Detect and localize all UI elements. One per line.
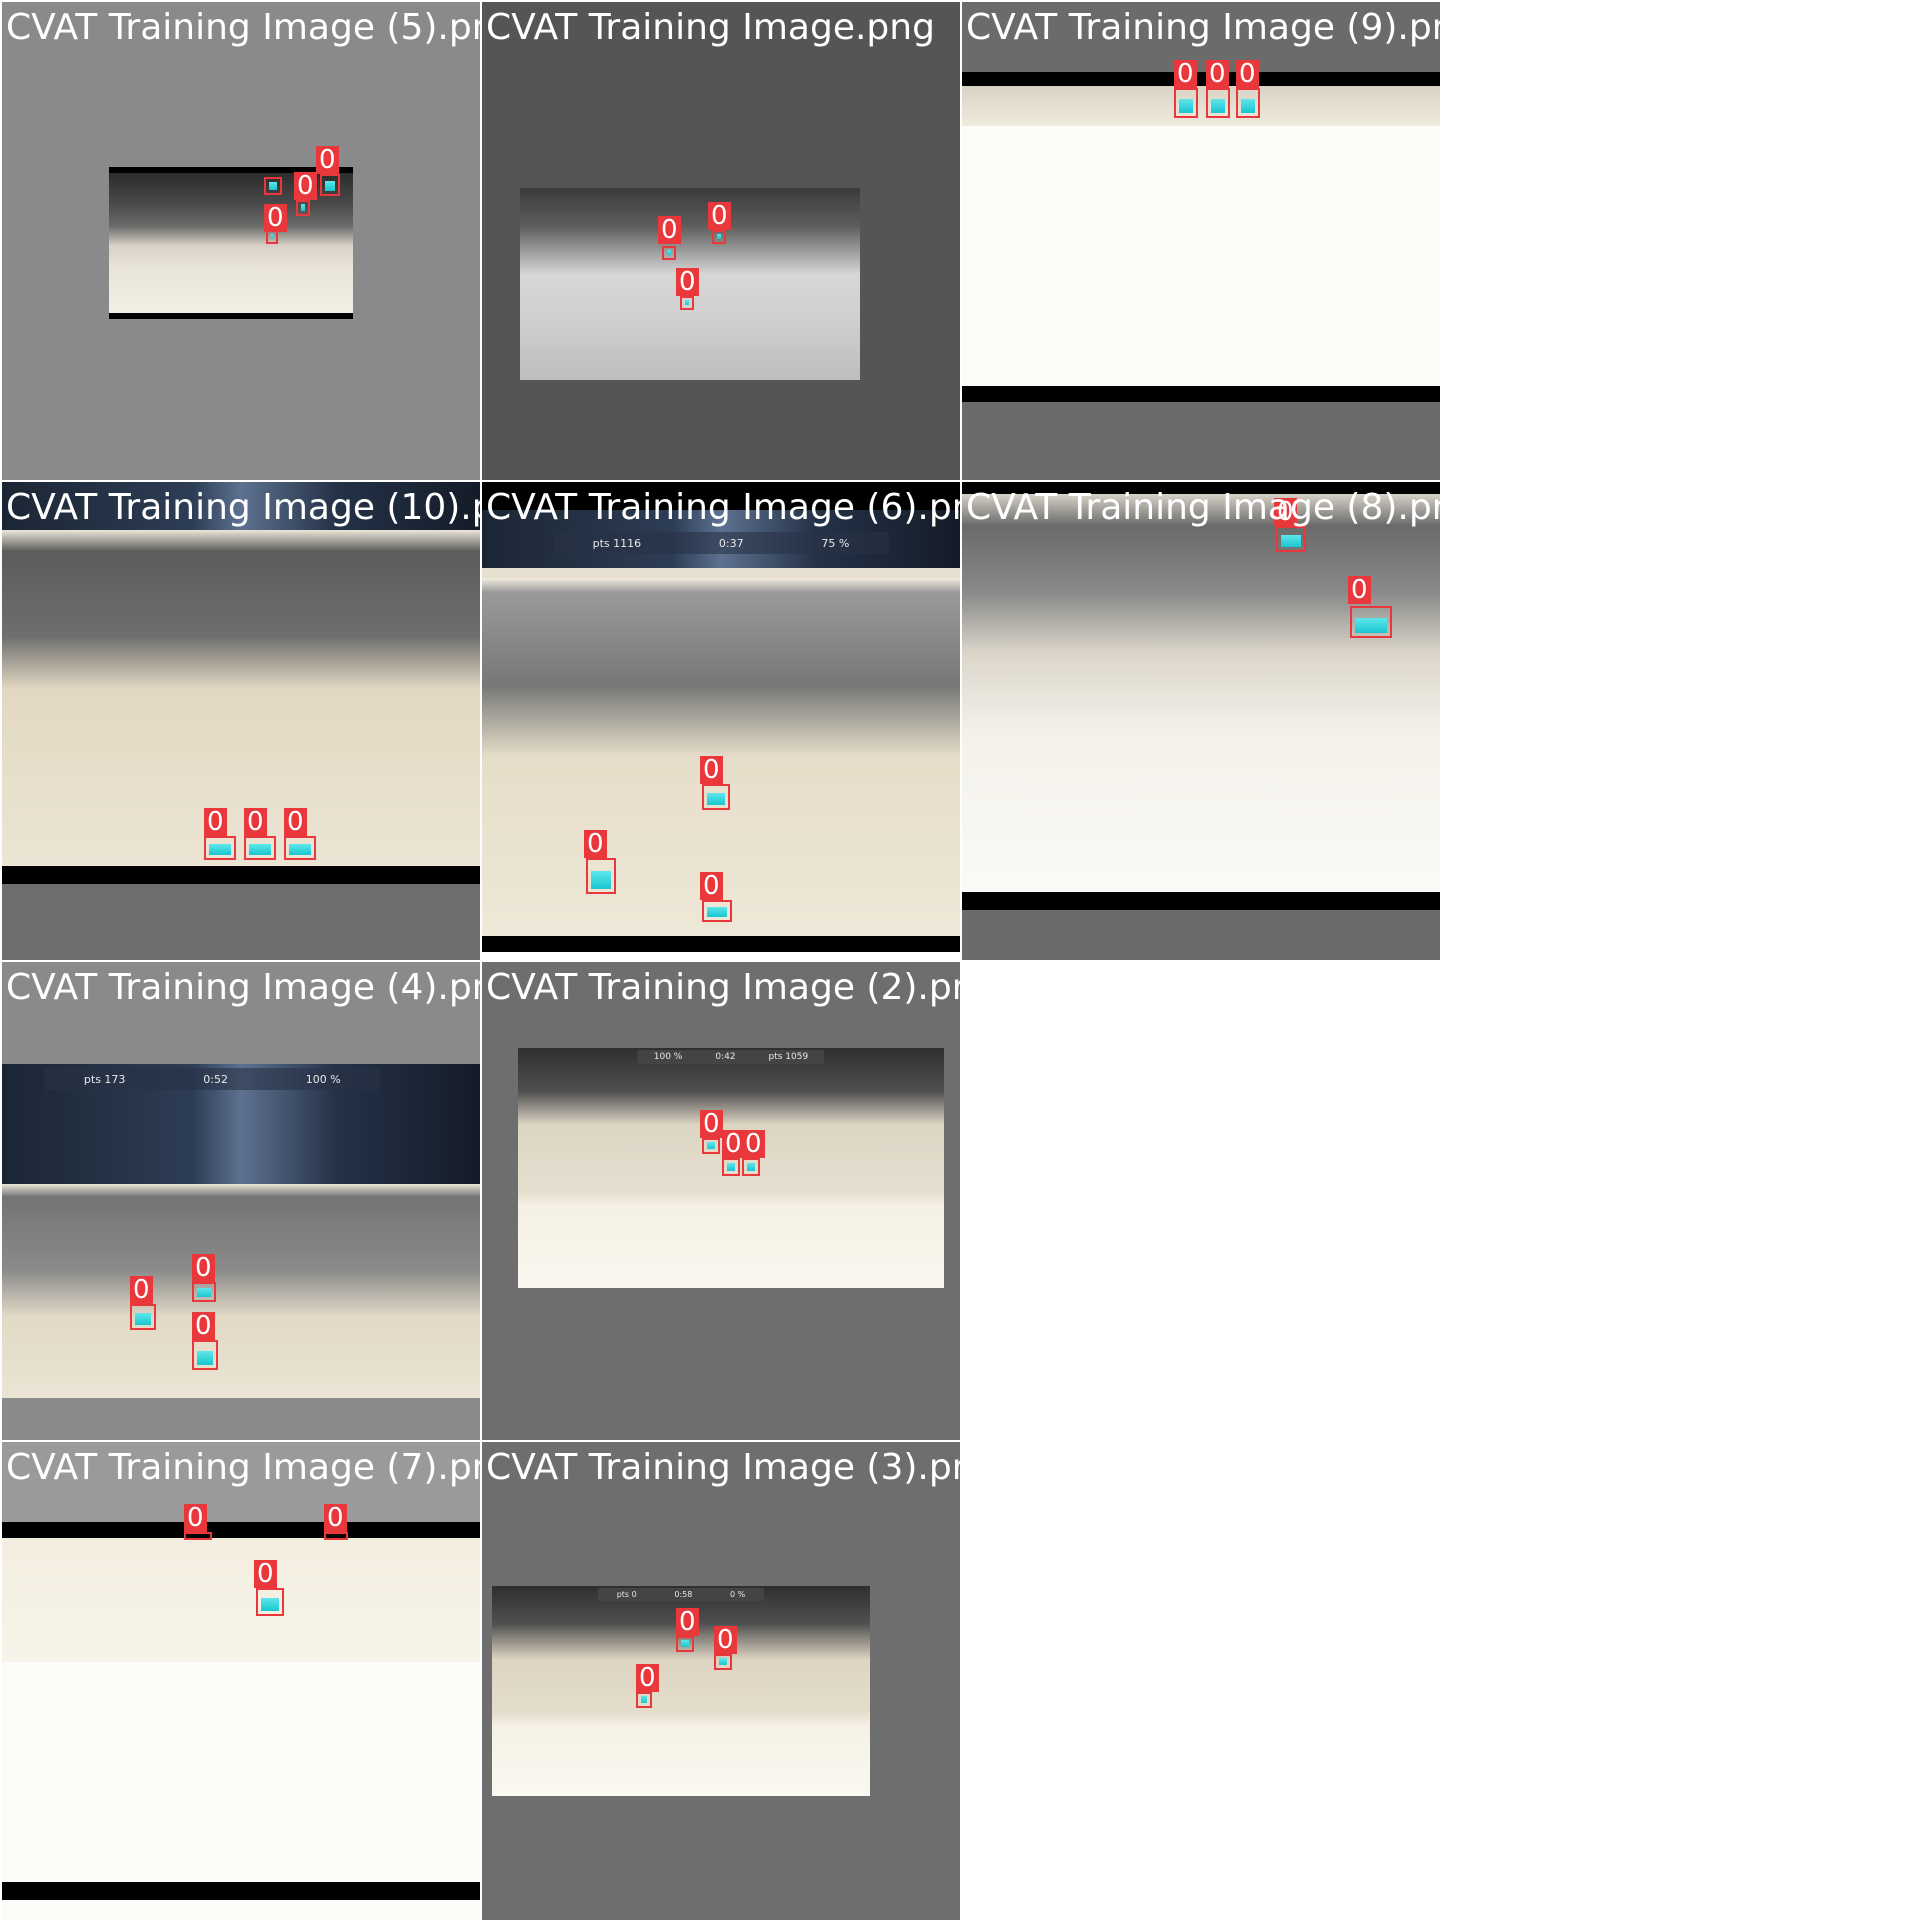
bounding-box[interactable]: [680, 296, 694, 310]
hud-points: pts 173: [83, 1072, 126, 1086]
screenshot-thumbnail: pts 173 0:52 100 %: [2, 1064, 480, 1398]
bbox-class-label: 0: [714, 1626, 737, 1654]
bbox-class-label: 0: [676, 1608, 699, 1636]
screenshot-thumbnail: [962, 482, 1440, 910]
hud-percent: 75 %: [821, 536, 850, 550]
bbox-class-label: 0: [1236, 60, 1259, 88]
bounding-box[interactable]: [712, 230, 726, 244]
bbox-class-label: 0: [192, 1312, 215, 1340]
bbox-class-label: 0: [708, 202, 731, 230]
bbox-class-label: 0: [204, 808, 227, 836]
screenshot-thumbnail: [962, 72, 1440, 402]
bounding-box[interactable]: [184, 1532, 212, 1540]
bbox-class-label: 0: [1174, 60, 1197, 88]
gallery-tile[interactable]: CVAT Training Image (2).png 100 % 0:42 p…: [482, 962, 960, 1440]
bbox-class-label: 0: [184, 1504, 207, 1532]
hud-timer: 0:37: [718, 536, 744, 550]
bbox-class-label: 0: [316, 146, 339, 174]
bbox-class-label: 0: [658, 216, 681, 244]
gallery-tile[interactable]: CVAT Training Image (3).png pts 0 0:58 0…: [482, 1442, 960, 1920]
bounding-box[interactable]: [296, 200, 310, 216]
bounding-box[interactable]: [742, 1158, 760, 1176]
bounding-box[interactable]: [256, 1588, 284, 1616]
hud-percent: 100 %: [653, 1052, 683, 1062]
bounding-box[interactable]: [702, 784, 730, 810]
bbox-class-label: 0: [264, 204, 287, 232]
tile-title: CVAT Training Image.png: [486, 7, 935, 48]
bounding-box[interactable]: [204, 836, 236, 860]
bounding-box[interactable]: [192, 1282, 216, 1302]
bounding-box[interactable]: [264, 177, 282, 195]
bbox-class-label: 0: [1348, 576, 1371, 604]
bbox-class-label: 0: [722, 1130, 745, 1158]
bbox-class-label: 0: [254, 1560, 277, 1588]
gallery-tile[interactable]: CVAT Training Image (10).png 0 0 0: [2, 482, 480, 960]
gallery-tile[interactable]: CVAT Training Image (9).png 0 0 0: [962, 2, 1440, 480]
bounding-box[interactable]: [714, 1654, 732, 1670]
bounding-box[interactable]: [586, 858, 616, 894]
hud-percent: 100 %: [305, 1072, 341, 1086]
game-hud: 100 % 0:42 pts 1059: [637, 1050, 825, 1064]
tile-title: CVAT Training Image (3).png: [486, 1447, 960, 1488]
hud-timer: 0:58: [674, 1590, 693, 1599]
bounding-box[interactable]: [320, 174, 340, 196]
bbox-class-label: 0: [192, 1254, 215, 1282]
bounding-box[interactable]: [1174, 88, 1198, 118]
bounding-box[interactable]: [244, 836, 276, 860]
bbox-class-label: 0: [1206, 60, 1229, 88]
gallery-tile[interactable]: CVAT Training Image (7).png 0 0 0: [2, 1442, 480, 1920]
bbox-class-label: 0: [324, 1504, 347, 1532]
bounding-box[interactable]: [722, 1158, 740, 1176]
bbox-class-label: 0: [1274, 498, 1297, 526]
bounding-box[interactable]: [676, 1636, 694, 1652]
bbox-class-label: 0: [584, 830, 607, 858]
bbox-class-label: 0: [700, 756, 723, 784]
game-hud: pts 173 0:52 100 %: [45, 1068, 380, 1090]
bounding-box[interactable]: [130, 1304, 156, 1330]
gallery-tile[interactable]: pts 1116 0:37 75 % CVAT Training Image (…: [482, 482, 960, 960]
bbox-class-label: 0: [294, 172, 317, 200]
screenshot-thumbnail: [2, 1522, 480, 1920]
bbox-class-label: 0: [676, 268, 699, 296]
tile-title: CVAT Training Image (4).png: [6, 967, 480, 1008]
hud-timer: 0:52: [203, 1072, 228, 1086]
tile-title: CVAT Training Image (7).png: [6, 1447, 480, 1488]
game-hud: pts 1116 0:37 75 %: [553, 532, 889, 554]
bounding-box[interactable]: [662, 246, 676, 260]
hud-points: pts 0: [616, 1590, 637, 1599]
tile-title: CVAT Training Image (9).png: [966, 7, 1440, 48]
bounding-box[interactable]: [266, 230, 278, 244]
bounding-box[interactable]: [1350, 606, 1392, 638]
bounding-box[interactable]: [284, 836, 316, 860]
bounding-box[interactable]: [192, 1340, 218, 1370]
bounding-box[interactable]: [1276, 526, 1306, 552]
bounding-box[interactable]: [636, 1692, 652, 1708]
tile-title: CVAT Training Image (5).png: [6, 7, 480, 48]
bbox-class-label: 0: [742, 1130, 765, 1158]
gallery-tile[interactable]: pts 173 0:52 100 % CVAT Training Image (…: [2, 962, 480, 1440]
bbox-class-label: 0: [130, 1276, 153, 1304]
bbox-class-label: 0: [284, 808, 307, 836]
bounding-box[interactable]: [702, 1138, 720, 1154]
gallery-tile[interactable]: CVAT Training Image (8).png 0 0: [962, 482, 1440, 960]
screenshot-thumbnail: [2, 482, 480, 884]
gallery-tile[interactable]: CVAT Training Image (5).png 0 0 0: [2, 2, 480, 480]
tile-title: CVAT Training Image (2).png: [486, 967, 960, 1008]
game-hud: pts 0 0:58 0 %: [597, 1588, 765, 1601]
hud-points: pts 1059: [768, 1052, 809, 1062]
hud-percent: 0 %: [730, 1590, 746, 1599]
gallery-tile[interactable]: CVAT Training Image.png 0 0 0: [482, 2, 960, 480]
bounding-box[interactable]: [1206, 88, 1230, 118]
bbox-class-label: 0: [700, 872, 723, 900]
hud-points: pts 1116: [592, 536, 642, 550]
hud-timer: 0:42: [715, 1052, 736, 1062]
bbox-class-label: 0: [244, 808, 267, 836]
bounding-box[interactable]: [324, 1532, 348, 1540]
bbox-class-label: 0: [636, 1664, 659, 1692]
bbox-class-label: 0: [700, 1110, 723, 1138]
bounding-box[interactable]: [702, 900, 732, 922]
bounding-box[interactable]: [1236, 88, 1260, 118]
